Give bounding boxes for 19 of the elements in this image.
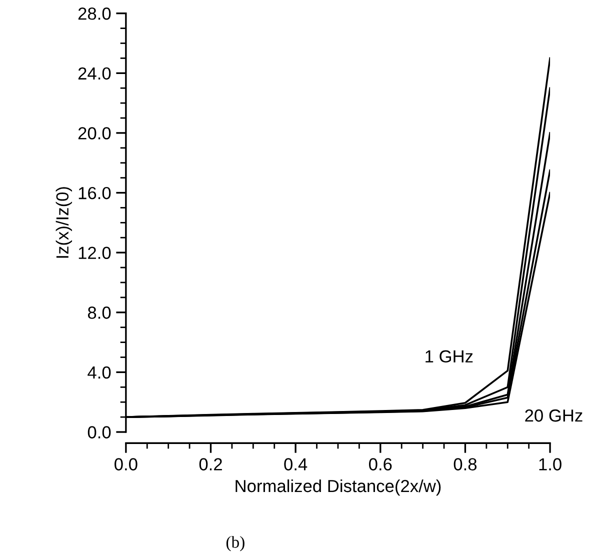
y-tick-label: 28.0 bbox=[78, 8, 111, 20]
annotation: 1 GHz bbox=[426, 350, 473, 363]
text: (b) bbox=[226, 536, 244, 552]
x-axis-title: Normalized Distance(2x/w) bbox=[236, 479, 441, 496]
annotation: 20 GHz bbox=[525, 409, 582, 422]
y-tick-label: 4.0 bbox=[88, 366, 111, 379]
y-tick-label: 20.0 bbox=[78, 127, 111, 140]
x-tick-label: 0.6 bbox=[369, 458, 392, 470]
x-tick-label: 0.4 bbox=[284, 458, 308, 470]
y-tick-label: 12.0 bbox=[78, 246, 111, 260]
x-tick-label: 0.8 bbox=[454, 458, 477, 470]
y-tick-label: 0.0 bbox=[88, 426, 111, 438]
y-axis-title: Iz(x)/Iz(0) bbox=[56, 187, 72, 258]
y-tick-label: 16.0 bbox=[78, 186, 111, 200]
x-tick-label: 0.2 bbox=[199, 458, 222, 470]
x-tick-label: 0.0 bbox=[114, 458, 138, 470]
y-tick-label: 8.0 bbox=[88, 306, 111, 319]
y-tick-label: 24.0 bbox=[78, 67, 111, 80]
x-tick-label: 1.0 bbox=[539, 458, 562, 470]
